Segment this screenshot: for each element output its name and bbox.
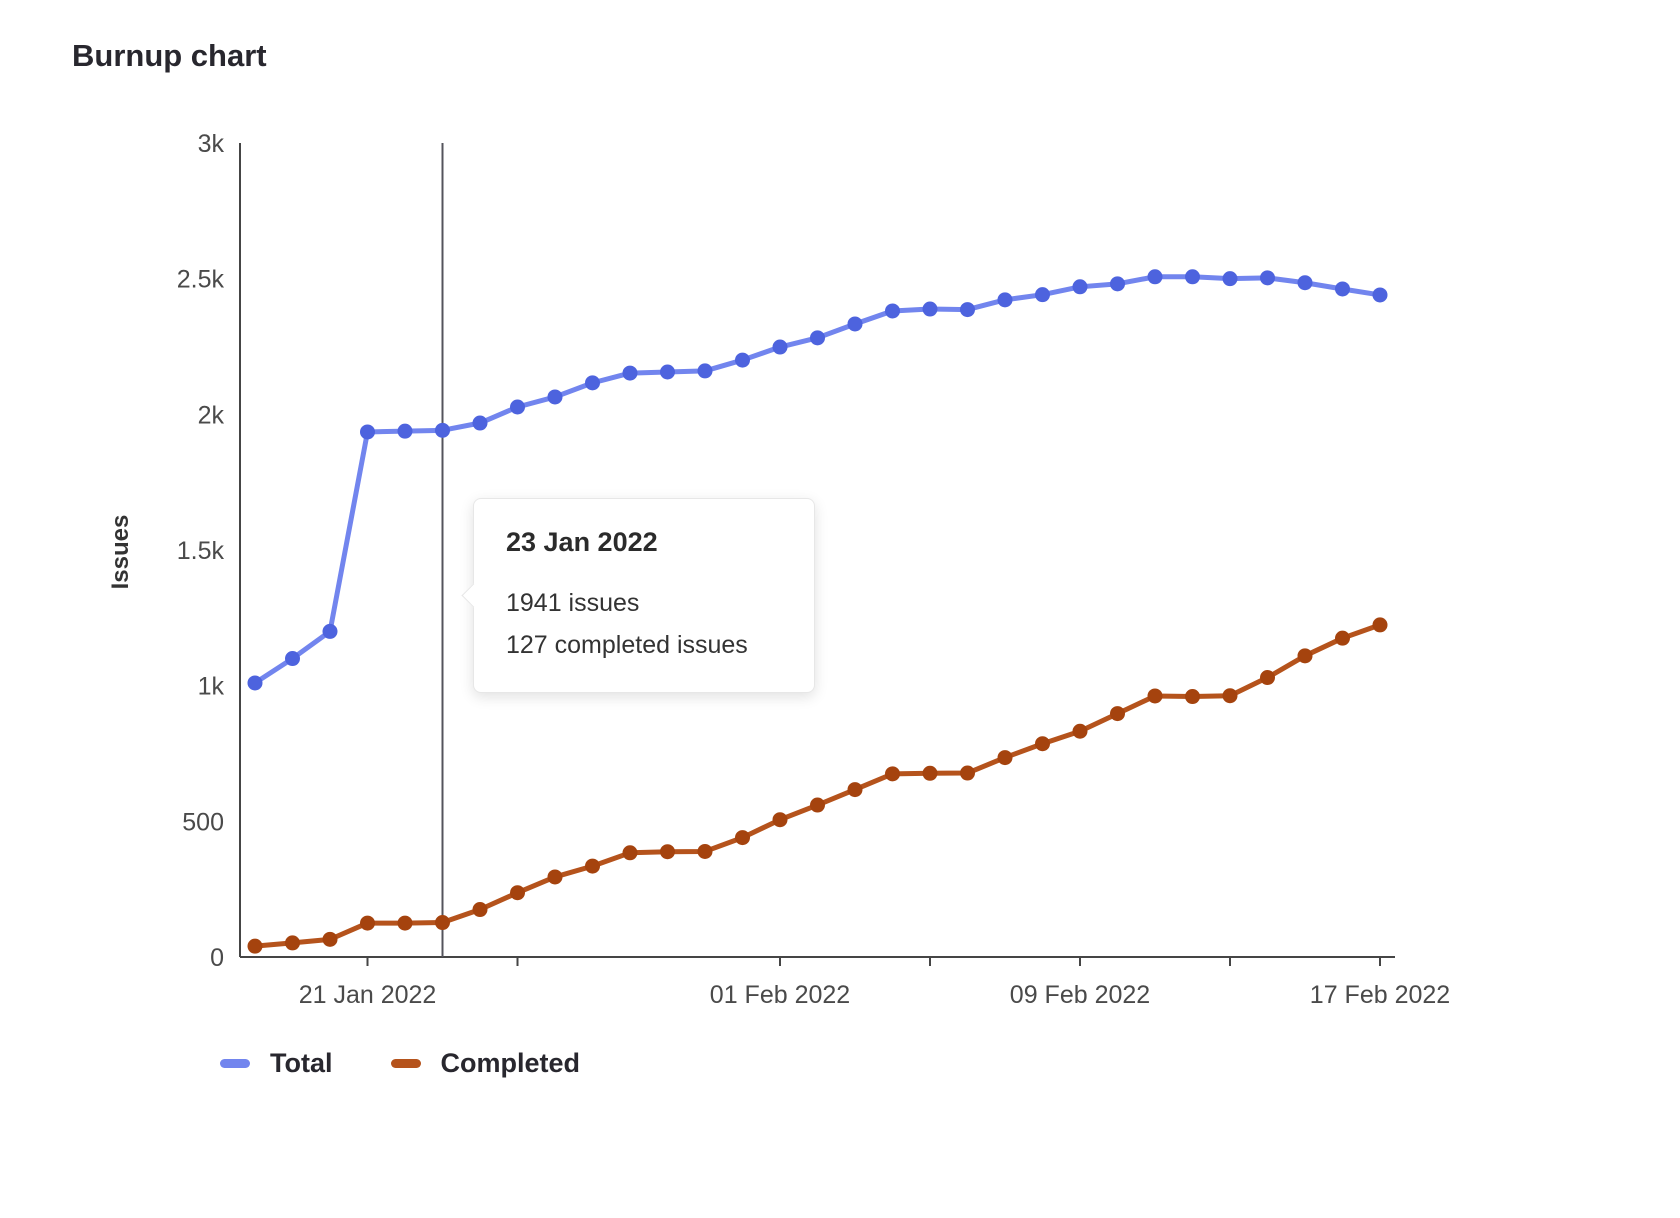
total-data-point[interactable]: [922, 301, 938, 317]
total-data-point[interactable]: [510, 399, 525, 415]
completed-data-point[interactable]: [922, 765, 938, 781]
completed-data-point[interactable]: [1110, 706, 1125, 722]
completed-data-point[interactable]: [847, 782, 863, 798]
completed-data-point[interactable]: [810, 797, 825, 813]
total-data-point[interactable]: [772, 339, 788, 355]
legend-label-total: Total: [270, 1048, 333, 1078]
completed-data-point[interactable]: [1222, 688, 1238, 704]
y-axis-tick-label: 1.5k: [177, 537, 225, 565]
total-data-point[interactable]: [735, 352, 750, 368]
completed-data-point[interactable]: [735, 830, 750, 846]
total-data-point[interactable]: [285, 651, 300, 667]
tooltip-total-issues: 1941 issues: [506, 589, 640, 617]
total-data-point[interactable]: [397, 423, 413, 439]
total-data-point[interactable]: [1260, 270, 1275, 286]
chart-tooltip: 23 Jan 2022 1941 issues 127 completed is…: [461, 498, 815, 693]
total-data-point[interactable]: [622, 365, 638, 381]
completed-data-point[interactable]: [1260, 670, 1275, 686]
y-axis-tick-label: 2.5k: [177, 266, 225, 294]
completed-data-point[interactable]: [1185, 689, 1200, 705]
completed-data-point[interactable]: [997, 750, 1013, 766]
chart-legend: Total Completed: [220, 1048, 580, 1079]
total-data-point[interactable]: [585, 375, 600, 391]
total-data-point[interactable]: [810, 330, 825, 346]
completed-legend-marker: [390, 1059, 421, 1068]
legend-item-completed[interactable]: Completed: [390, 1048, 581, 1079]
tooltip-date: 23 Jan 2022: [506, 527, 658, 557]
total-data-point[interactable]: [1222, 271, 1238, 287]
x-axis-tick-label: 09 Feb 2022: [1010, 981, 1150, 1009]
total-data-point[interactable]: [322, 623, 338, 639]
x-axis-tick-label: 21 Jan 2022: [299, 981, 437, 1009]
completed-data-point[interactable]: [1035, 736, 1050, 752]
total-data-point[interactable]: [1185, 269, 1200, 285]
completed-data-point[interactable]: [1147, 688, 1163, 704]
axes: [239, 143, 1395, 958]
completed-data-point[interactable]: [885, 766, 900, 782]
total-data-point[interactable]: [1297, 275, 1313, 291]
completed-data-point[interactable]: [622, 845, 638, 861]
completed-data-point[interactable]: [472, 902, 488, 918]
total-data-point[interactable]: [547, 389, 563, 405]
y-axis-tick-label: 2k: [198, 401, 225, 429]
total-data-point[interactable]: [1147, 269, 1163, 285]
y-axis-tick-label: 3k: [198, 130, 225, 158]
completed-data-point[interactable]: [697, 843, 713, 859]
completed-data-point[interactable]: [547, 869, 563, 885]
total-data-point[interactable]: [1035, 287, 1050, 303]
total-data-point[interactable]: [997, 292, 1013, 308]
completed-data-point[interactable]: [435, 915, 450, 931]
total-data-point[interactable]: [1372, 287, 1388, 303]
completed-data-point[interactable]: [1372, 617, 1388, 633]
total-legend-marker: [220, 1059, 250, 1068]
total-data-point[interactable]: [360, 424, 375, 440]
total-data-point[interactable]: [885, 303, 900, 319]
total-data-point[interactable]: [472, 415, 488, 431]
total-data-point[interactable]: [960, 302, 975, 318]
total-data-point[interactable]: [697, 363, 713, 379]
x-axis-tick-label: 17 Feb 2022: [1310, 981, 1450, 1009]
x-axis-tick-label: 01 Feb 2022: [710, 981, 850, 1009]
completed-data-point[interactable]: [1335, 630, 1350, 646]
total-data-point[interactable]: [247, 675, 263, 691]
total-data-point[interactable]: [1072, 279, 1088, 295]
completed-series-points: [247, 617, 1388, 954]
page-title: Burnup chart: [72, 38, 267, 73]
tooltip-completed-issues: 127 completed issues: [506, 631, 748, 659]
y-axis-tick-label: 1k: [198, 673, 225, 701]
completed-series-line: [252, 622, 1383, 949]
completed-data-point[interactable]: [285, 935, 300, 951]
legend-label-completed: Completed: [440, 1048, 581, 1078]
completed-data-point[interactable]: [660, 844, 675, 860]
completed-data-point[interactable]: [1072, 723, 1088, 739]
completed-data-point[interactable]: [960, 765, 975, 781]
total-series-points: [247, 269, 1388, 691]
total-data-point[interactable]: [435, 422, 450, 438]
total-data-point[interactable]: [1335, 281, 1350, 297]
y-axis-tick-label: 500: [182, 808, 224, 836]
total-data-point[interactable]: [1110, 276, 1125, 292]
y-axis-tick-label: 0: [210, 944, 224, 972]
completed-data-point[interactable]: [247, 938, 263, 954]
burnup-chart-canvas: 21 Jan 2022 01 Feb 2022 09 Feb 2022 17 Feb …: [177, 130, 1450, 1009]
completed-data-point[interactable]: [397, 915, 413, 931]
completed-data-point[interactable]: [1297, 648, 1313, 664]
completed-data-point[interactable]: [322, 931, 338, 947]
total-data-point[interactable]: [660, 364, 675, 380]
legend-item-total[interactable]: Total: [220, 1048, 333, 1079]
completed-data-point[interactable]: [510, 885, 525, 901]
completed-data-point[interactable]: [772, 812, 788, 828]
total-data-point[interactable]: [847, 316, 863, 332]
completed-data-point[interactable]: [360, 915, 375, 931]
completed-data-point[interactable]: [585, 858, 600, 874]
